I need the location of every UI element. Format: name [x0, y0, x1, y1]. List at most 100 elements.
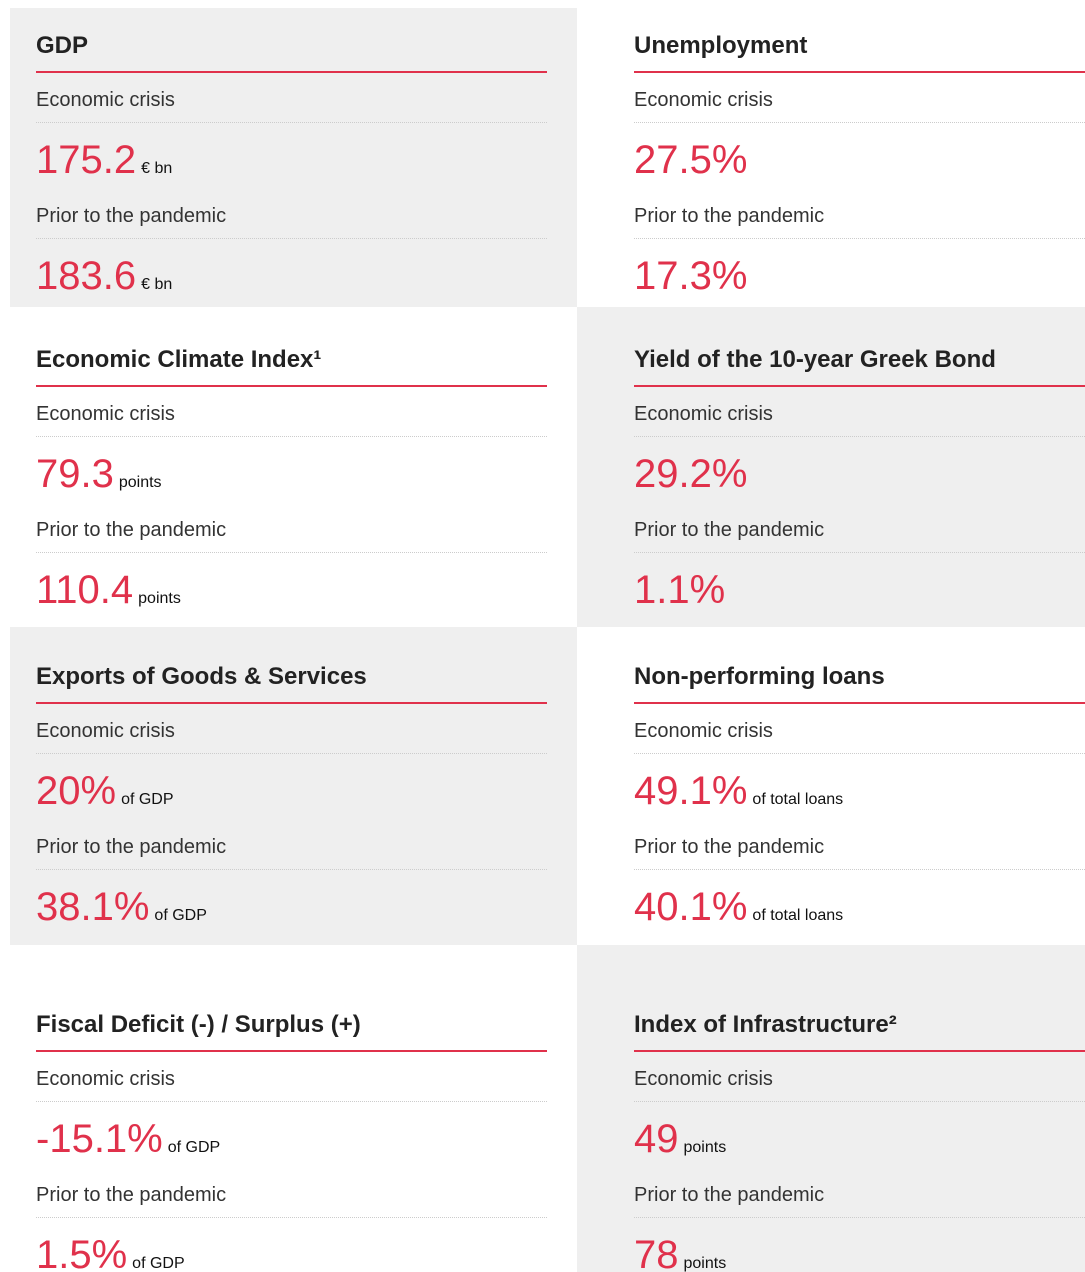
- row-value: 78 points: [634, 1233, 726, 1272]
- dotted-divider: [36, 1101, 547, 1102]
- value-number: 49.1%: [634, 769, 748, 813]
- row-value: 29.2%: [634, 452, 747, 505]
- dotted-divider: [36, 552, 547, 553]
- value-number: 1.5%: [36, 1233, 128, 1272]
- value-unit: of total loans: [752, 791, 844, 808]
- value-unit: of GDP: [121, 791, 174, 808]
- value-number: 20%: [36, 769, 117, 813]
- row-label: Economic crisis: [634, 1068, 773, 1090]
- value-number: 38.1%: [36, 885, 150, 929]
- dotted-divider: [634, 436, 1085, 437]
- value-number: 1.1%: [634, 568, 726, 612]
- indicator-card: Yield of the 10-year Greek Bond Economic …: [634, 0, 1085, 1272]
- value-number: 78: [634, 1233, 679, 1272]
- dotted-divider: [36, 1217, 547, 1218]
- dotted-divider: [634, 753, 1085, 754]
- value-unit: points: [138, 590, 181, 607]
- row-label: Prior to the pandemic: [634, 1184, 825, 1206]
- row-label: Economic crisis: [36, 89, 175, 111]
- indicator-card: Unemployment Economic crisis 27.5% Prior to…: [634, 0, 1085, 1272]
- card-title: Economic Climate Index¹: [36, 346, 322, 373]
- indicator-card: Economic Climate Index¹ Economic crisis 79…: [36, 0, 547, 1272]
- value-unit: points: [118, 474, 162, 491]
- row-label: Prior to the pandemic: [634, 836, 825, 858]
- dotted-divider: [36, 753, 547, 754]
- row-value: 1.1%: [634, 568, 725, 621]
- card-title: Index of Infrastructure²: [634, 1011, 897, 1038]
- row-label: Economic crisis: [634, 720, 773, 742]
- indicator-card: Non-performing loans Economic crisis 49.1%…: [634, 0, 1085, 1272]
- value-unit: of GDP: [167, 1139, 221, 1156]
- title-underline: [36, 702, 547, 704]
- row-label: Prior to the pandemic: [36, 205, 227, 227]
- value-number: 110.4: [36, 568, 134, 612]
- row-value: 38.1% of GDP: [36, 885, 207, 938]
- row-label: Prior to the pandemic: [634, 519, 825, 541]
- card-background: [10, 8, 577, 307]
- title-underline: [634, 385, 1085, 387]
- value-number: 175.2: [36, 138, 137, 182]
- row-value: 20% of GDP: [36, 769, 174, 822]
- dotted-divider: [36, 436, 547, 437]
- card-title: GDP: [36, 32, 89, 59]
- dotted-divider: [634, 552, 1085, 553]
- value-unit: € bn: [141, 276, 173, 293]
- row-value: 49 points: [634, 1117, 726, 1170]
- value-unit: of GDP: [132, 1255, 185, 1272]
- card-title: Unemployment: [634, 32, 808, 59]
- value-unit: points: [683, 1255, 727, 1272]
- value-number: -15.1%: [36, 1117, 163, 1161]
- value-unit: of total loans: [752, 907, 844, 924]
- dotted-divider: [634, 1217, 1085, 1218]
- dotted-divider: [634, 238, 1085, 239]
- row-label: Economic crisis: [36, 403, 175, 425]
- card-title: Yield of the 10-year Greek Bond: [634, 346, 996, 373]
- row-label: Prior to the pandemic: [36, 519, 227, 541]
- dotted-divider: [36, 122, 547, 123]
- value-number: 17.3%: [634, 254, 748, 298]
- row-value: 79.3 points: [36, 452, 162, 505]
- title-underline: [634, 702, 1085, 704]
- row-label: Prior to the pandemic: [36, 1184, 227, 1206]
- indicator-card: Index of Infrastructure² Economic crisis 4…: [634, 0, 1085, 1272]
- indicator-card: Exports of Goods & Services Economic cris…: [36, 0, 547, 1272]
- dotted-divider: [634, 869, 1085, 870]
- row-value: 1.5% of GDP: [36, 1233, 185, 1272]
- row-value: 17.3%: [634, 254, 747, 307]
- dotted-divider: [634, 1101, 1085, 1102]
- title-underline: [634, 71, 1085, 73]
- title-underline: [36, 1050, 547, 1052]
- row-value: 49.1% of total loans: [634, 769, 843, 822]
- row-label: Prior to the pandemic: [634, 205, 825, 227]
- row-label: Prior to the pandemic: [36, 836, 227, 858]
- card-title: Exports of Goods & Services: [36, 663, 367, 690]
- value-number: 183.6: [36, 254, 137, 298]
- row-value: 40.1% of total loans: [634, 885, 843, 938]
- dotted-divider: [36, 869, 547, 870]
- value-number: 49: [634, 1117, 679, 1161]
- value-number: 27.5%: [634, 138, 748, 182]
- dotted-divider: [634, 122, 1085, 123]
- row-value: 175.2 € bn: [36, 138, 172, 191]
- card-background: [10, 627, 577, 945]
- row-value: 110.4 points: [36, 568, 181, 621]
- row-label: Economic crisis: [36, 720, 175, 742]
- title-underline: [36, 385, 547, 387]
- card-title: Fiscal Deficit (-) / Surplus (+): [36, 1011, 361, 1038]
- dotted-divider: [36, 238, 547, 239]
- value-number: 40.1%: [634, 885, 748, 929]
- row-value: -15.1% of GDP: [36, 1117, 220, 1170]
- row-label: Economic crisis: [36, 1068, 175, 1090]
- row-value: 183.6 € bn: [36, 254, 172, 307]
- value-number: 29.2%: [634, 452, 748, 496]
- row-value: 27.5%: [634, 138, 747, 191]
- value-unit: € bn: [141, 160, 173, 177]
- title-underline: [36, 71, 547, 73]
- title-underline: [634, 1050, 1085, 1052]
- value-unit: points: [683, 1139, 727, 1156]
- card-background: [577, 307, 1085, 627]
- row-label: Economic crisis: [634, 403, 773, 425]
- row-label: Economic crisis: [634, 89, 773, 111]
- indicator-card: Fiscal Deficit (-) / Surplus (+) Economic…: [36, 0, 547, 1272]
